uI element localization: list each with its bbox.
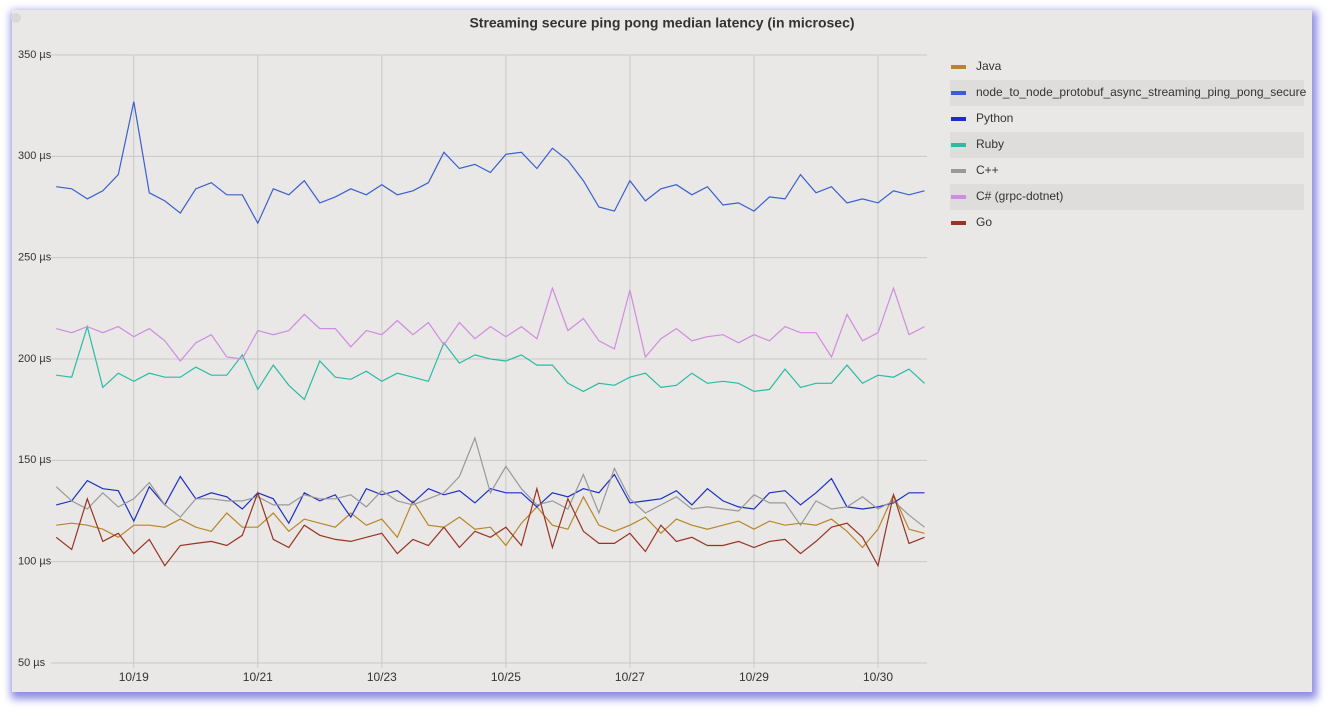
series-line (56, 473, 925, 525)
chart-title: Streaming secure ping pong median latenc… (469, 15, 854, 31)
y-tick-label: 50 µs (18, 657, 46, 669)
series-line (56, 324, 925, 401)
legend-label: Java (976, 59, 1002, 73)
legend-label: C++ (976, 163, 999, 177)
series-line (56, 101, 925, 225)
y-tick-label: 200 µs (18, 353, 52, 365)
series-line (56, 493, 925, 549)
info-icon[interactable] (11, 13, 21, 23)
legend-swatch (951, 117, 966, 121)
legend-swatch (951, 221, 966, 225)
legend-swatch (951, 195, 966, 199)
y-tick-label: 300 µs (18, 150, 52, 162)
x-tick-label: 10/25 (491, 670, 521, 684)
series-line (55, 436, 925, 528)
y-tick-label: 100 µs (18, 556, 52, 568)
legend-row-bg (950, 184, 1304, 210)
x-tick-label: 10/21 (243, 670, 273, 684)
y-tick-label: 250 µs (18, 252, 52, 264)
x-tick-label: 10/19 (119, 670, 149, 684)
y-tick-label: 150 µs (18, 454, 52, 466)
legend-swatch (951, 169, 966, 173)
legend-row-bg (950, 132, 1304, 158)
y-tick-label: 350 µs (18, 49, 52, 61)
legend-label: Ruby (976, 137, 1004, 151)
chart-card (12, 10, 1312, 692)
x-tick-label: 10/23 (367, 670, 397, 684)
legend-swatch (951, 91, 966, 95)
x-tick-label: 10/30 (863, 670, 893, 684)
legend-row-bg (950, 80, 1304, 106)
x-tick-label: 10/27 (615, 670, 645, 684)
series-line (56, 286, 925, 362)
x-tick-label: 10/29 (739, 670, 769, 684)
series-line (55, 486, 925, 568)
legend-swatch (951, 143, 966, 147)
legend-label: Python (976, 111, 1013, 125)
legend-label: C# (grpc-dotnet) (976, 189, 1063, 203)
legend-label: node_to_node_protobuf_async_streaming_pi… (976, 85, 1307, 99)
legend-swatch (951, 65, 966, 69)
legend-label: Go (976, 215, 992, 229)
